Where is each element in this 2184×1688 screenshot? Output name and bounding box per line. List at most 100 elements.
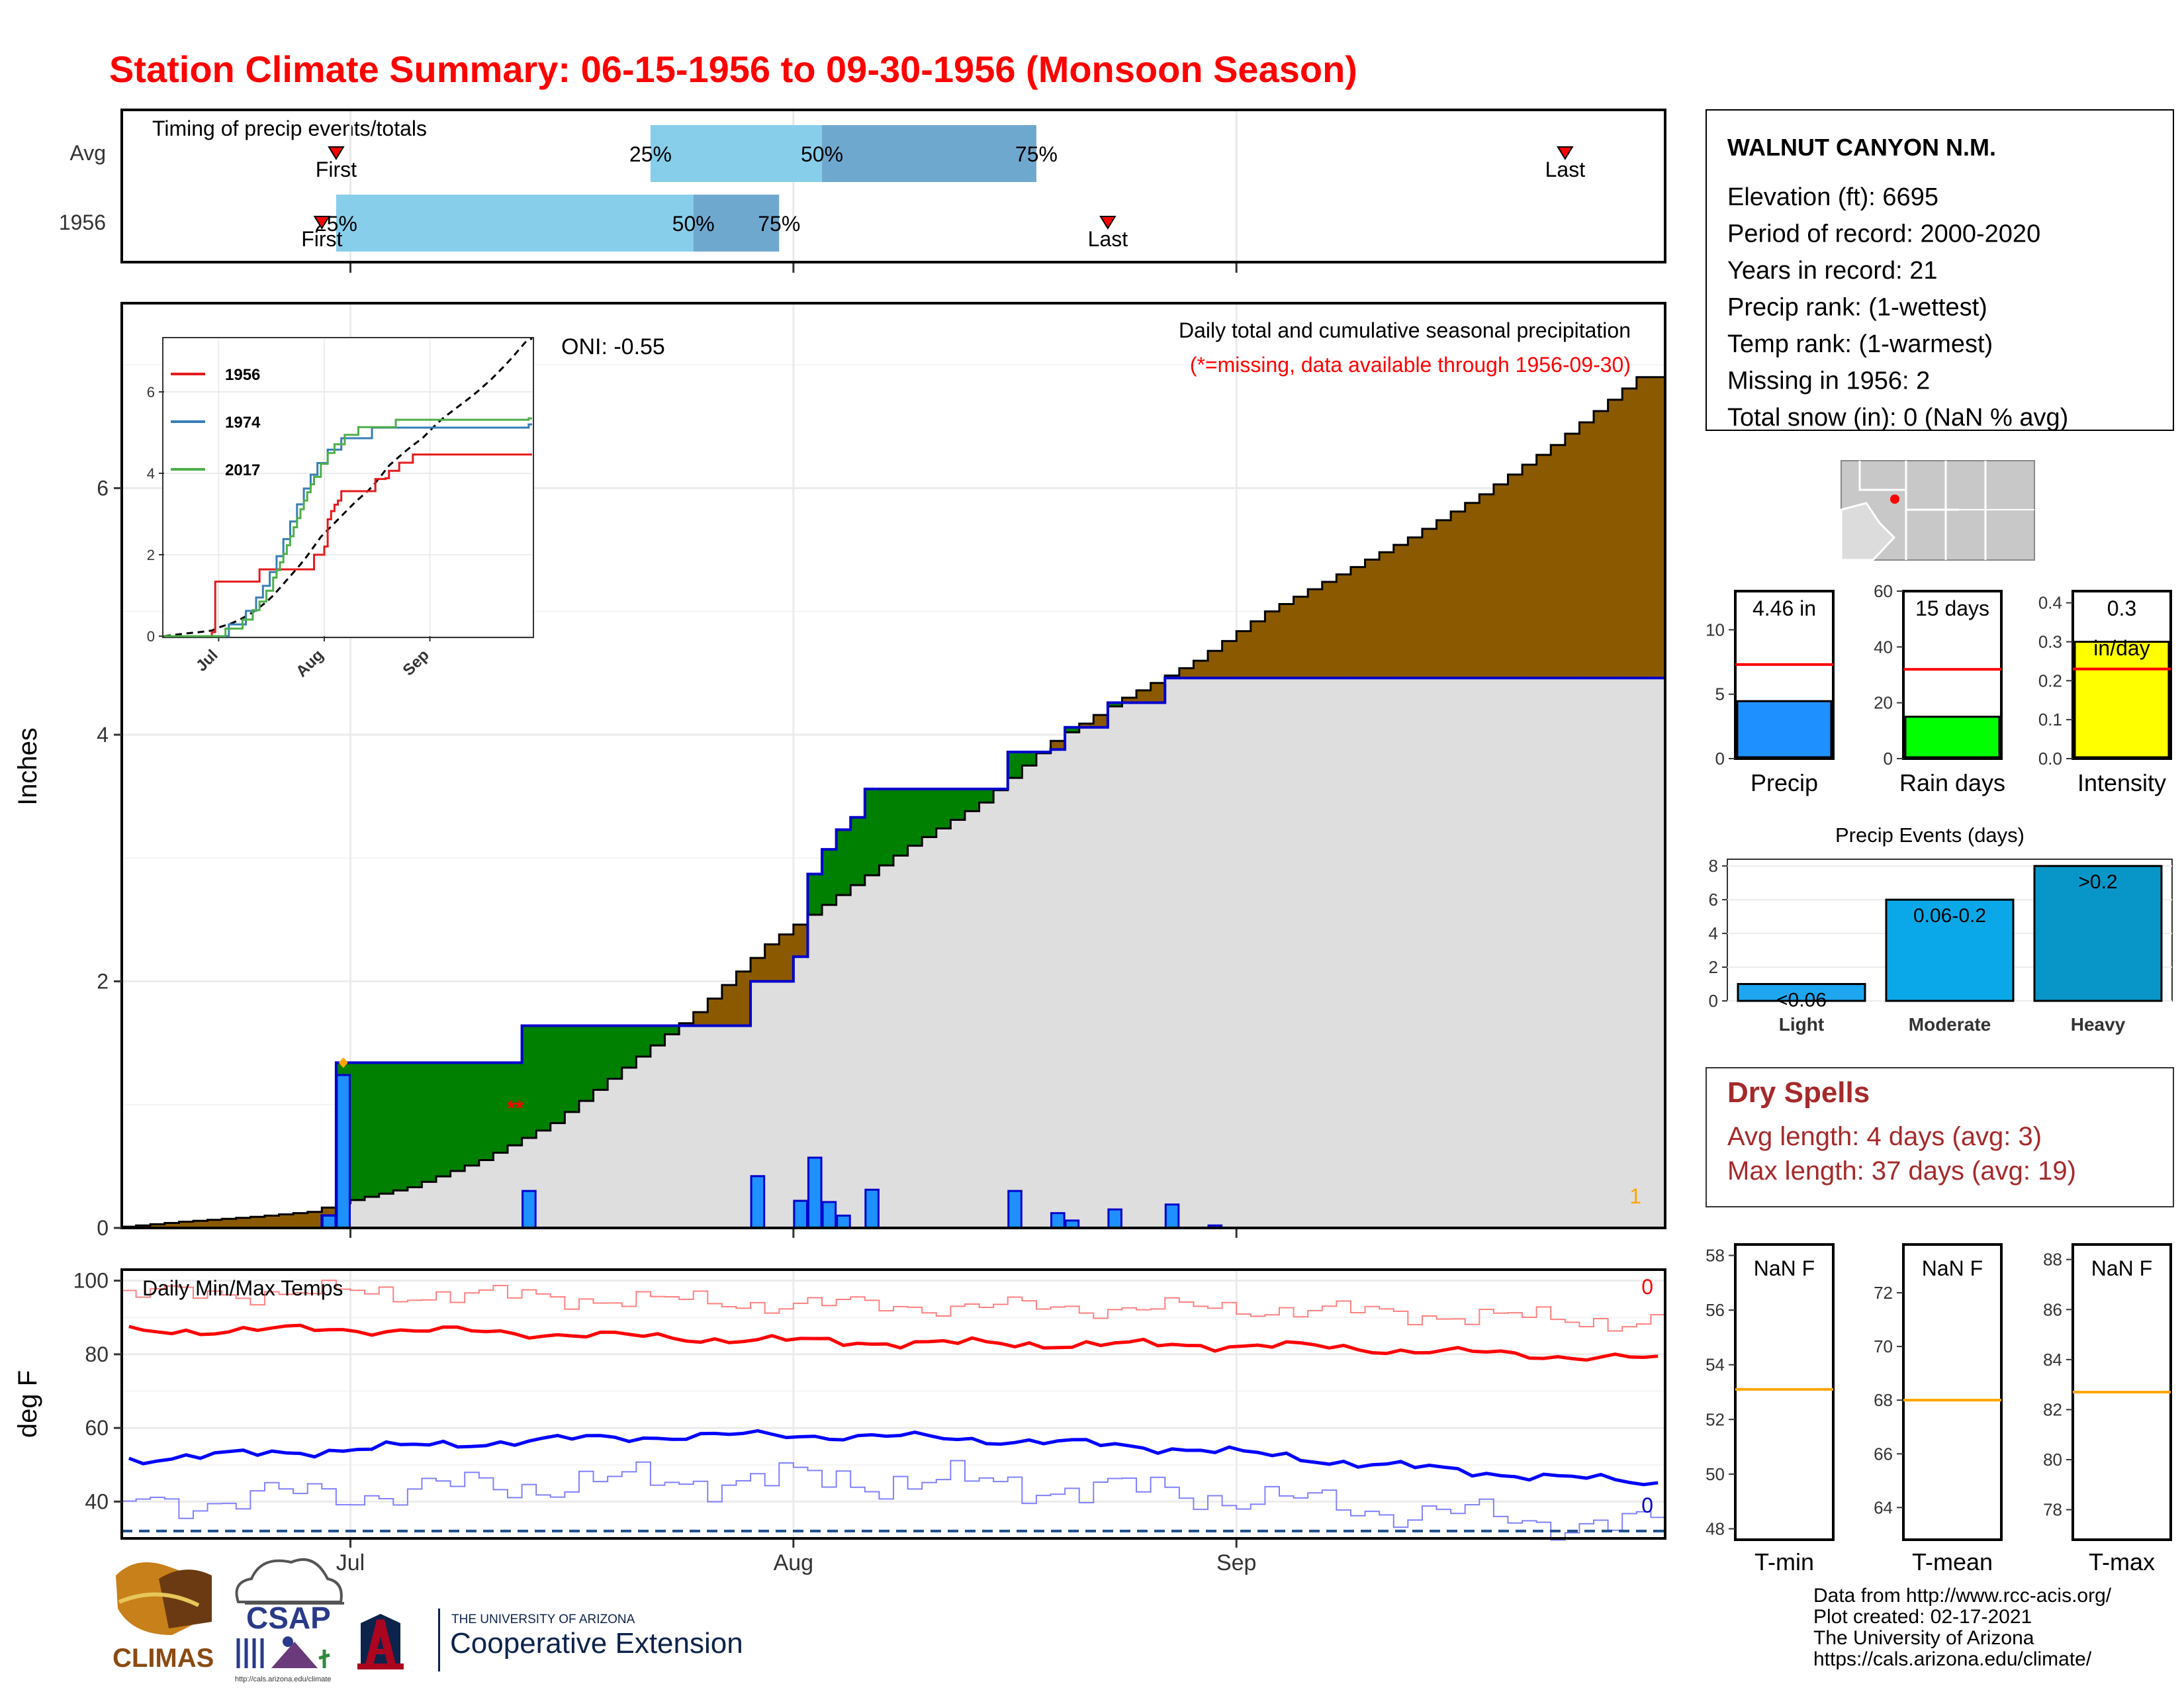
- summary-ytick-label: 5: [1715, 684, 1725, 704]
- above-avg-area: [422, 1062, 437, 1182]
- below-avg-area: [1379, 552, 1394, 679]
- below-avg-area: [1193, 661, 1208, 679]
- avg-cumulative-area: [679, 1025, 694, 1228]
- footer-line: Plot created: 02-17-2021: [1813, 1606, 2032, 1628]
- events-bar-1: [1885, 898, 2015, 1002]
- avg-cumulative-area: [1322, 678, 1337, 1228]
- timing-marker-last: [1099, 216, 1116, 230]
- above-avg-area: [578, 1025, 594, 1102]
- below-avg-area: [721, 985, 737, 1026]
- timing-bar-50-75: [693, 195, 780, 252]
- temp-box-ytick-label: 78: [2043, 1500, 2062, 1520]
- main-ytick-label: 0: [97, 1216, 109, 1240]
- temp-box-ytick-label: 72: [1874, 1283, 1893, 1303]
- summary-label-1: Rain days: [1899, 769, 2005, 796]
- avg-cumulative-area: [1136, 702, 1152, 1228]
- temp-box-ytick-label: 68: [1874, 1390, 1893, 1410]
- temp-box-frame-0: [1734, 1243, 1835, 1541]
- summary-value-label-2: 0.3: [2107, 596, 2136, 620]
- above-avg-area: [636, 1025, 651, 1057]
- below-avg-area: [1265, 611, 1280, 679]
- avg-cumulative-area: [1007, 778, 1023, 1228]
- avg-cumulative-area: [1236, 678, 1251, 1228]
- temp-ytick-label: 60: [85, 1416, 109, 1440]
- avg-cumulative-area: [1479, 678, 1494, 1228]
- station-location-marker: [1890, 494, 1899, 504]
- below-avg-area: [1208, 651, 1223, 679]
- record-max-line: [122, 1280, 1665, 1332]
- summary-ytick-label: 0: [1715, 749, 1725, 769]
- below-avg-area: [293, 1213, 308, 1228]
- above-avg-area: [1022, 752, 1037, 766]
- below-avg-area: [1508, 474, 1523, 679]
- avg-cumulative-area: [578, 1101, 594, 1228]
- avg-cumulative-area: [764, 981, 780, 1228]
- events-category-2: Heavy: [2071, 1014, 2126, 1035]
- daily-precip-bar: [836, 1214, 851, 1229]
- below-avg-area: [1279, 604, 1295, 679]
- avg-cumulative-area: [964, 811, 980, 1228]
- above-avg-area: [822, 849, 837, 905]
- timing-label-50: 50%: [672, 212, 715, 236]
- temp-box-ytick-label: 58: [1706, 1246, 1725, 1266]
- avg-cumulative-area: [1465, 678, 1480, 1228]
- avg-cumulative-area: [1451, 678, 1466, 1228]
- missing-note: (*=missing, data available through 1956-…: [1190, 353, 1631, 377]
- temp-box-ytick-label: 48: [1706, 1519, 1725, 1538]
- temp-box-ytick-label: 80: [2043, 1450, 2062, 1470]
- footer-line: Data from http://www.rcc-acis.org/: [1813, 1585, 2112, 1607]
- oni-label: ONI: -0.55: [561, 334, 665, 359]
- csap-logo-url: http://cals.arizona.edu/climate: [235, 1675, 332, 1683]
- station-info-line: Period of record: 2000-2020: [1727, 220, 2040, 248]
- ua-logo: THE UNIVERSITY OF ARIZONA Cooperative Ex…: [357, 1609, 743, 1671]
- daily-precip-bar: [1050, 1212, 1066, 1229]
- avg-cumulative-area: [979, 802, 994, 1228]
- daily-precip-bar: [336, 1074, 351, 1229]
- avg-cumulative-area: [1408, 678, 1423, 1228]
- station-name: WALNUT CANYON N.M.: [1727, 134, 1996, 161]
- temp-box-label-0: T-min: [1754, 1548, 1814, 1575]
- avg-cumulative-area: [465, 1165, 480, 1228]
- below-avg-area: [222, 1219, 237, 1228]
- avg-cumulative-area: [779, 981, 794, 1228]
- below-avg-area: [1465, 502, 1480, 679]
- summary-ytick-label: 60: [1874, 581, 1893, 601]
- temp-ylabel: deg F: [13, 1370, 42, 1438]
- ua-logo-top: THE UNIVERSITY OF ARIZONA: [451, 1613, 635, 1626]
- avg-cumulative-area: [936, 828, 951, 1228]
- tmin-count: 0: [1641, 1493, 1653, 1517]
- avg-cumulative-area: [950, 820, 966, 1228]
- temp-ytick-label: 40: [85, 1489, 109, 1513]
- below-avg-area: [1579, 422, 1594, 679]
- avg-cumulative-area: [536, 1130, 551, 1228]
- events-bar-0: [1737, 983, 1866, 1002]
- daily-precip-bar: [864, 1188, 880, 1229]
- timing-marker-first: [313, 216, 331, 230]
- above-avg-area: [936, 788, 951, 829]
- timing-label-50: 50%: [801, 142, 843, 166]
- above-avg-area: [650, 1025, 666, 1046]
- avg-cumulative-area: [836, 895, 851, 1228]
- below-avg-area: [1236, 631, 1251, 679]
- inset-legend-label: 1974: [225, 414, 261, 432]
- below-avg-area: [1594, 410, 1609, 679]
- first-event-marker: [338, 1057, 348, 1068]
- timing-label-last: Last: [1545, 158, 1586, 181]
- summary-ytick-label: 0.3: [2038, 632, 2062, 651]
- below-avg-area: [1250, 621, 1266, 679]
- avg-cumulative-area: [1250, 678, 1266, 1228]
- above-avg-area: [979, 788, 994, 803]
- above-avg-area: [893, 788, 909, 856]
- avg-cumulative-area: [1579, 678, 1594, 1228]
- summary-ytick-label: 40: [1874, 637, 1893, 657]
- avg-cumulative-area: [478, 1160, 494, 1228]
- below-avg-area: [793, 924, 809, 957]
- avg-cumulative-area: [1150, 702, 1165, 1228]
- avg-cumulative-area: [1651, 678, 1666, 1228]
- below-avg-area: [1136, 690, 1152, 703]
- below-avg-area: [1322, 581, 1337, 679]
- avg-cumulative-area: [1493, 678, 1509, 1228]
- avg-cumulative-area: [1193, 678, 1208, 1228]
- xtick-label: Sep: [1216, 1550, 1257, 1575]
- dry-spells-max: Max length: 37 days (avg: 19): [1727, 1156, 2076, 1186]
